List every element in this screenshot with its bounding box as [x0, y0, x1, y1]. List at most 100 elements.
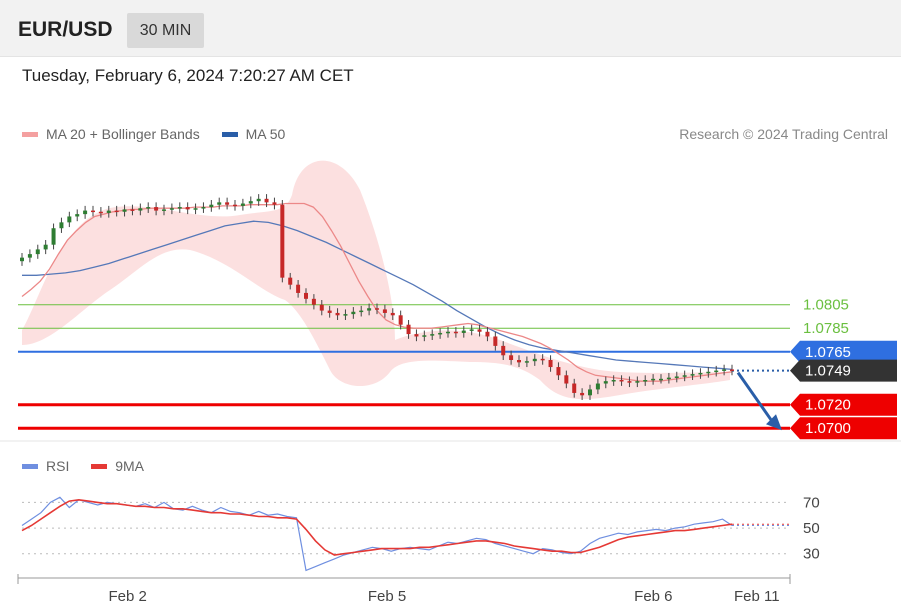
candle-body — [509, 355, 514, 360]
level-label-1.0765: 1.0765 — [805, 344, 851, 361]
candle-body — [296, 284, 301, 293]
rsi-legend: RSI 9MA — [22, 458, 144, 474]
interval-button[interactable]: 30 MIN — [127, 13, 204, 48]
candle-body — [588, 389, 592, 396]
candle-body — [130, 209, 135, 211]
legend-item-rsi: RSI — [22, 458, 73, 474]
legend-item-ma50: MA 50 — [221, 126, 286, 142]
candle-body — [375, 308, 379, 310]
candle-body — [438, 332, 443, 335]
candle-body — [706, 371, 711, 374]
credit-text: Research © 2024 Trading Central — [679, 126, 888, 142]
candle-body — [548, 360, 553, 368]
symbol-title: EUR/USD — [18, 18, 113, 41]
candle-body — [367, 308, 372, 311]
level-tag-1.0700 — [790, 417, 897, 440]
candle-body — [67, 216, 72, 223]
level-tag-1.0720 — [790, 393, 897, 416]
candle-body — [524, 361, 529, 363]
candle-body — [493, 336, 498, 346]
candle-body — [106, 210, 111, 213]
candle-body — [20, 257, 24, 262]
candle-body — [169, 208, 174, 210]
candle-body — [690, 374, 695, 376]
level-label-1.0785: 1.0785 — [803, 320, 849, 337]
candle-body — [233, 204, 237, 207]
candle-body — [98, 211, 103, 214]
candle-body — [83, 210, 88, 215]
level-tag-1.0765 — [790, 340, 897, 363]
candle-body — [580, 392, 585, 396]
candle-body — [485, 331, 490, 337]
candle-body — [319, 304, 324, 311]
candle-body — [311, 298, 316, 305]
time-axis: Feb 2 Feb 5 Feb 6 Feb 11 — [17, 574, 791, 605]
x-tick-label: Feb 11 — [734, 588, 780, 605]
candle-body — [154, 207, 159, 211]
candle-body — [540, 358, 545, 361]
candle-body — [414, 334, 419, 337]
main-legend: MA 20 + Bollinger Bands MA 50 — [22, 126, 303, 142]
candle-body — [288, 277, 293, 285]
legend-ma20-label: MA 20 + Bollinger Bands — [46, 126, 200, 142]
forecast-arrow-shaft — [736, 371, 774, 423]
candle-body — [248, 201, 253, 204]
ma50-swatch — [221, 131, 238, 137]
x-tick-label: Feb 5 — [368, 588, 406, 605]
candle-body — [635, 381, 640, 383]
candle-body — [595, 383, 600, 390]
legend-rsi-label: RSI — [46, 458, 70, 474]
candle-body — [209, 204, 214, 208]
candle-body — [556, 367, 561, 376]
candle-body — [185, 207, 190, 210]
candle-body — [335, 312, 340, 316]
rsi-panel: 70 50 30 — [21, 494, 820, 572]
candle-body — [51, 228, 56, 245]
candle-body — [651, 378, 656, 381]
candle-body — [714, 370, 719, 373]
candle-body — [572, 383, 577, 393]
rsi-tick-50: 50 — [803, 520, 820, 537]
candle-body — [564, 375, 569, 384]
candle-body — [469, 329, 474, 331]
candle-body — [446, 331, 450, 334]
candle-body — [27, 254, 32, 258]
candle-body — [422, 335, 427, 337]
rsi-tick-30: 30 — [803, 546, 820, 563]
chart-header: EUR/USD 30 MIN — [0, 0, 901, 57]
legend-item-9ma: 9MA — [91, 458, 144, 474]
candle-body — [666, 377, 671, 380]
candle-body — [146, 207, 151, 209]
legend-item-ma20: MA 20 + Bollinger Bands — [22, 126, 204, 142]
candle-body — [430, 334, 435, 336]
candle-body — [643, 380, 648, 382]
candle-body — [477, 329, 482, 332]
ma9-swatch — [91, 463, 108, 469]
candle-body — [201, 207, 206, 209]
candle-body — [162, 209, 166, 211]
candle-body — [256, 198, 261, 202]
candle-body — [611, 380, 616, 382]
candle-body — [722, 369, 727, 371]
level-tag-1.0749 — [790, 359, 897, 382]
candle-body — [217, 202, 222, 205]
candle-body — [122, 209, 127, 212]
candle-body — [75, 214, 80, 217]
candle-body — [43, 244, 48, 250]
candle-body — [603, 381, 608, 384]
candle-body — [343, 314, 348, 316]
x-tick-label: Feb 6 — [634, 588, 672, 605]
level-label-1.0749: 1.0749 — [805, 363, 851, 380]
candle-body — [398, 315, 403, 325]
candle-body — [91, 210, 95, 213]
candle-body — [264, 198, 269, 203]
level-label-1.0805: 1.0805 — [803, 297, 849, 314]
candle-body — [627, 381, 632, 383]
forecast-arrow-head — [766, 414, 782, 431]
candle-body — [225, 202, 230, 205]
candle-body — [351, 311, 356, 315]
legend-ma50-label: MA 50 — [245, 126, 286, 142]
legend-9ma-label: 9MA — [115, 458, 145, 474]
